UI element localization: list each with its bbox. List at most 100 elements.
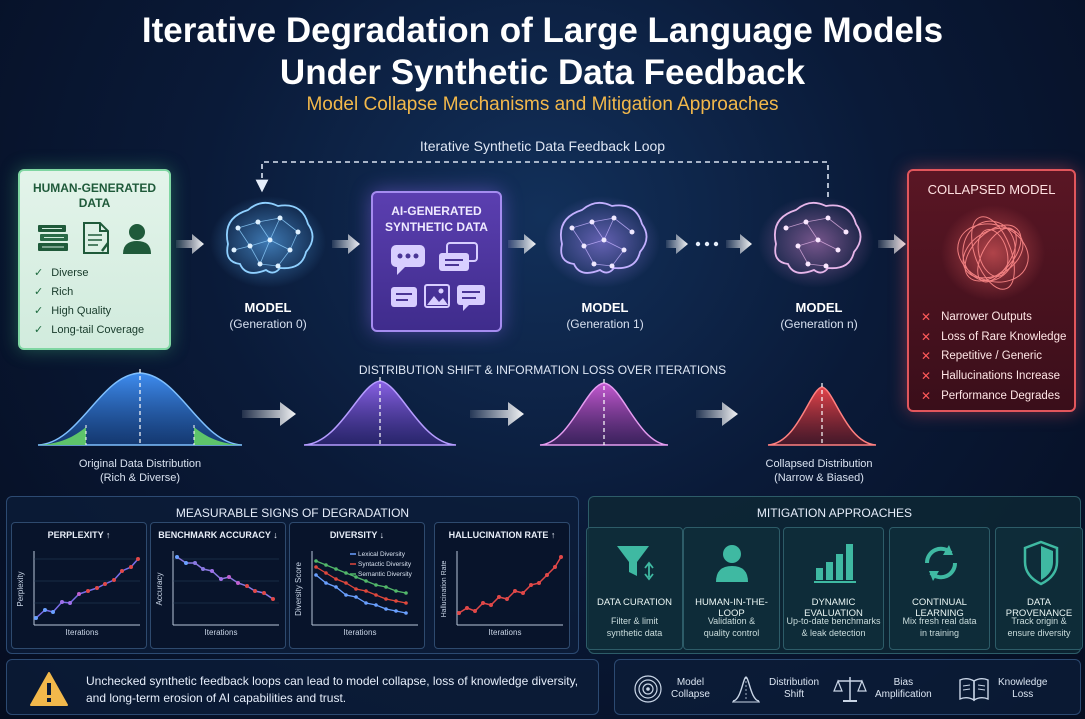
chat-bubbles-icon — [439, 242, 478, 271]
chart-ylabel: Accuracy — [155, 573, 164, 606]
chart-ylabel: Perplexity — [16, 571, 25, 606]
list-item: ✕ Narrower Outputs — [921, 309, 1032, 324]
check-icon: ✓ — [34, 324, 44, 336]
page-title-line1: Iterative Degradation of Large Language … — [141, 11, 944, 50]
chart-xlabel: Iterations — [66, 628, 99, 637]
ai-data-title-line1: AI-GENERATED — [391, 204, 482, 218]
arrow-modeln-to-collapsed — [878, 234, 906, 254]
diversity-chart: DIVERSITY ↓ Lexical Diversity Syntactic … — [289, 522, 425, 649]
brain-icon-gen0 — [210, 196, 326, 288]
mitigation-title: MITIGATION APPROACHES — [756, 506, 913, 520]
model-genn-label: MODEL (Generation n) — [780, 300, 858, 331]
human-data-box: HUMAN-GENERATED DATA ✓ Diverse ✓ Rich ✓ Hig… — [18, 169, 171, 350]
collapsed-model-list: ✕ Narrower Outputs ✕ Loss of Rare Knowledg… — [921, 307, 1066, 406]
accuracy-series-line — [176, 556, 274, 600]
list-item: ✓ Diverse — [34, 266, 89, 280]
benchmark-accuracy-chart: BENCHMARK ACCURACY ↓ Accuracy Iterations — [150, 522, 286, 649]
arrow-dist-2 — [470, 402, 524, 426]
scales-icon — [833, 677, 867, 702]
check-icon: ✓ — [34, 267, 44, 279]
chart-title: HALLUCINATION RATE ↑ — [448, 530, 556, 540]
chart-title: DIVERSITY ↓ — [329, 530, 385, 540]
arrow-dist-3 — [696, 402, 738, 426]
mitigation-continual-learning: CONTINUAL LEARNING Mix fresh real data in… — [889, 527, 990, 650]
human-data-list: ✓ Diverse ✓ Rich ✓ High Quality ✓ Long-tail … — [20, 263, 169, 339]
chat-bubble-icon — [391, 245, 425, 275]
warning-box: Unchecked synthetic feedback loops can l… — [6, 659, 599, 715]
collapsed-model-title: COLLAPSED MODEL — [927, 182, 1056, 197]
brain-icon-genn — [758, 196, 874, 288]
list-item: ✕ Hallucinations Increase — [921, 369, 1060, 384]
list-item: ✓ High Quality — [34, 304, 112, 318]
chart-xlabel: Iterations — [489, 628, 522, 637]
check-icon: ✓ — [34, 305, 44, 317]
legend-bias-amplification: Bias Amplification — [833, 674, 932, 704]
legend-distribution-shift: Distribution Shift — [731, 674, 819, 704]
chat-lines-icon — [457, 285, 485, 311]
legend-box: Model Collapse Distribution Shift Bias Ampl… — [614, 659, 1081, 715]
model-gen1-label: MODEL (Generation 1) — [566, 300, 644, 331]
distribution-curves — [37, 369, 877, 446]
ellipsis-dots — [695, 241, 719, 247]
list-item: ✕ Repetitive / Generic — [921, 349, 1043, 364]
arrow-model0-to-ai — [332, 234, 360, 254]
person-icon — [122, 224, 151, 254]
mitigation-dynamic-evaluation: DYNAMIC EVALUATION Up-to-date benchmarks… — [783, 527, 884, 650]
list-item: ✓ Rich — [34, 285, 74, 299]
legend-knowledge-loss: Knowledge Loss — [958, 674, 1047, 704]
funnel-icon — [617, 546, 654, 581]
image-icon — [424, 284, 450, 308]
collapsed-distribution-caption: Collapsed Distribution (Narrow & Biased) — [765, 458, 873, 484]
books-icon — [37, 225, 68, 251]
chart-ylabel: Diversity Score — [294, 562, 303, 616]
bell-curve-icon — [732, 676, 760, 703]
chart-title: PERPLEXITY ↑ — [47, 530, 111, 540]
x-icon: ✕ — [921, 309, 932, 324]
x-icon: ✕ — [921, 329, 932, 344]
perplexity-series-line — [35, 558, 139, 619]
lexical-diversity-line — [315, 574, 407, 614]
list-item: ✕ Loss of Rare Knowledge — [921, 329, 1067, 344]
original-distribution-curve — [37, 369, 243, 446]
perplexity-chart: PERPLEXITY ↑ Perplexity Iterations — [11, 522, 147, 649]
warning-icon — [30, 672, 68, 706]
page-subtitle: Model Collapse Mechanisms and Mitigation… — [306, 94, 779, 115]
gen1-distribution-curve — [303, 377, 457, 446]
brain-icon-gen1 — [544, 196, 660, 288]
page-title-line2: Under Synthetic Data Feedback — [279, 53, 806, 92]
feedback-loop-arrow — [255, 161, 829, 197]
feedback-loop-label: Iterative Synthetic Data Feedback Loop — [419, 138, 666, 154]
degradation-signs-title: MEASURABLE SIGNS OF DEGRADATION — [175, 506, 410, 520]
arrow-human-to-model0 — [176, 234, 204, 254]
mitigation-human-in-the-loop: HUMAN-IN-THE-LOOP Validation & quality co… — [683, 527, 780, 650]
human-data-title-line1: HUMAN-GENERATED — [32, 181, 157, 195]
list-item: ✕ Performance Degrades — [921, 389, 1060, 404]
mitigation-data-curation: DATA CURATION Filter & limit synthetic da… — [586, 527, 683, 650]
hallucination-series-line — [458, 556, 562, 614]
svg-text:Semantic Diversity: Semantic Diversity — [358, 571, 413, 578]
list-item: ✓ Long-tail Coverage — [34, 323, 145, 337]
arrow-ai-to-model1 — [508, 234, 536, 254]
person-icon — [716, 545, 748, 582]
diversity-legend: Lexical Diversity Syntactic Diversity Se… — [350, 551, 413, 578]
check-icon: ✓ — [34, 286, 44, 298]
x-icon: ✕ — [921, 369, 932, 384]
chart-xlabel: Iterations — [205, 628, 238, 637]
x-icon: ✕ — [921, 349, 932, 364]
bar-chart-icon — [814, 544, 856, 583]
syntactic-diversity-line — [315, 566, 407, 604]
target-icon — [634, 675, 662, 703]
chart-ylabel: Hallucination Rate — [441, 560, 448, 617]
message-icon — [391, 287, 417, 307]
hallucination-rate-chart: HALLUCINATION RATE ↑ Hallucination Rate … — [434, 522, 570, 649]
ai-data-box: AI-GENERATED SYNTHETIC DATA — [371, 191, 502, 332]
legend-model-collapse: Model Collapse — [633, 674, 710, 704]
collapsed-distribution-curve — [767, 383, 877, 446]
distribution-shift-label: DISTRIBUTION SHIFT & INFORMATION LOSS OV… — [358, 363, 727, 377]
collapsed-model-box: COLLAPSED MODEL ✕ Narrower Outputs ✕ Loss … — [907, 169, 1076, 412]
chart-title: BENCHMARK ACCURACY ↓ — [158, 530, 278, 540]
refresh-icon — [924, 545, 958, 581]
ai-data-title-line2: SYNTHETIC DATA — [385, 220, 488, 234]
tangled-brain-icon — [941, 205, 1045, 301]
